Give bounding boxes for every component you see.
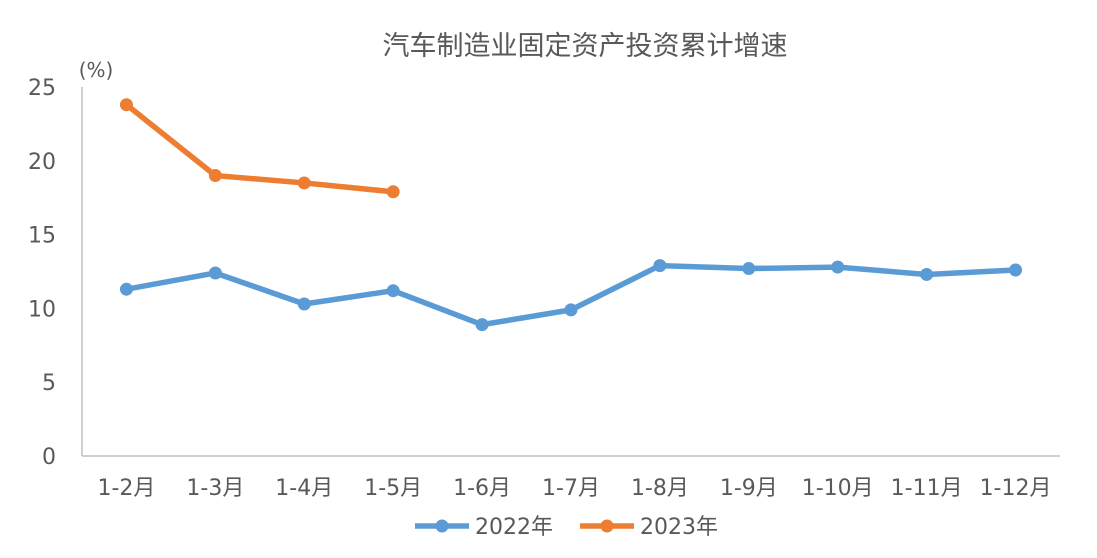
y-tick-label: 20 <box>28 150 56 175</box>
axes <box>81 87 1060 457</box>
y-axis-ticks: 0 5 10 15 20 25 <box>28 76 56 470</box>
data-point <box>742 262 756 276</box>
x-tick-label: 1-9月 <box>720 476 778 501</box>
data-point <box>119 282 133 296</box>
data-point <box>297 297 311 311</box>
x-axis-ticks: 1-2月 1-3月 1-4月 1-5月 1-6月 1-7月 1-8月 1-9月 1-10月 1-1… <box>97 476 1051 501</box>
legend-label: 2023年 <box>640 515 718 540</box>
x-tick-label: 1-2月 <box>97 476 155 501</box>
x-tick-label: 1-3月 <box>186 476 244 501</box>
x-tick-label: 1-8月 <box>631 476 689 501</box>
y-tick-label: 0 <box>42 445 56 470</box>
legend-swatch-marker <box>435 519 449 533</box>
x-tick-label: 1-4月 <box>275 476 333 501</box>
legend-item: 2023年 <box>580 515 718 540</box>
data-point <box>297 176 311 190</box>
data-point <box>564 303 578 317</box>
data-point <box>208 266 222 280</box>
y-tick-label: 5 <box>42 371 56 396</box>
x-tick-label: 1-5月 <box>364 476 422 501</box>
data-point <box>208 169 222 183</box>
legend-item: 2022年 <box>415 515 553 540</box>
x-tick-label: 1-11月 <box>891 476 963 501</box>
data-point <box>386 185 400 199</box>
x-tick-label: 1-12月 <box>980 476 1052 501</box>
data-point <box>831 260 845 274</box>
x-tick-label: 1-7月 <box>542 476 600 501</box>
y-tick-label: 25 <box>28 76 56 101</box>
series-layer <box>119 98 1023 332</box>
series-2 <box>119 98 400 199</box>
data-point <box>653 259 667 273</box>
data-point <box>475 318 489 332</box>
y-tick-label: 15 <box>28 224 56 249</box>
y-axis-unit: (%) <box>79 58 114 82</box>
data-point <box>386 284 400 298</box>
data-point <box>920 267 934 281</box>
data-point <box>119 98 133 112</box>
x-tick-label: 1-6月 <box>453 476 511 501</box>
y-tick-label: 10 <box>28 297 56 322</box>
series-1 <box>119 259 1023 332</box>
chart-title: 汽车制造业固定资产投资累计增速 <box>383 31 788 62</box>
data-point <box>1009 263 1023 277</box>
legend: 2022年 2023年 <box>415 515 718 540</box>
legend-swatch-marker <box>600 519 614 533</box>
legend-label: 2022年 <box>475 515 553 540</box>
x-tick-label: 1-10月 <box>802 476 874 501</box>
series-line <box>123 101 396 195</box>
